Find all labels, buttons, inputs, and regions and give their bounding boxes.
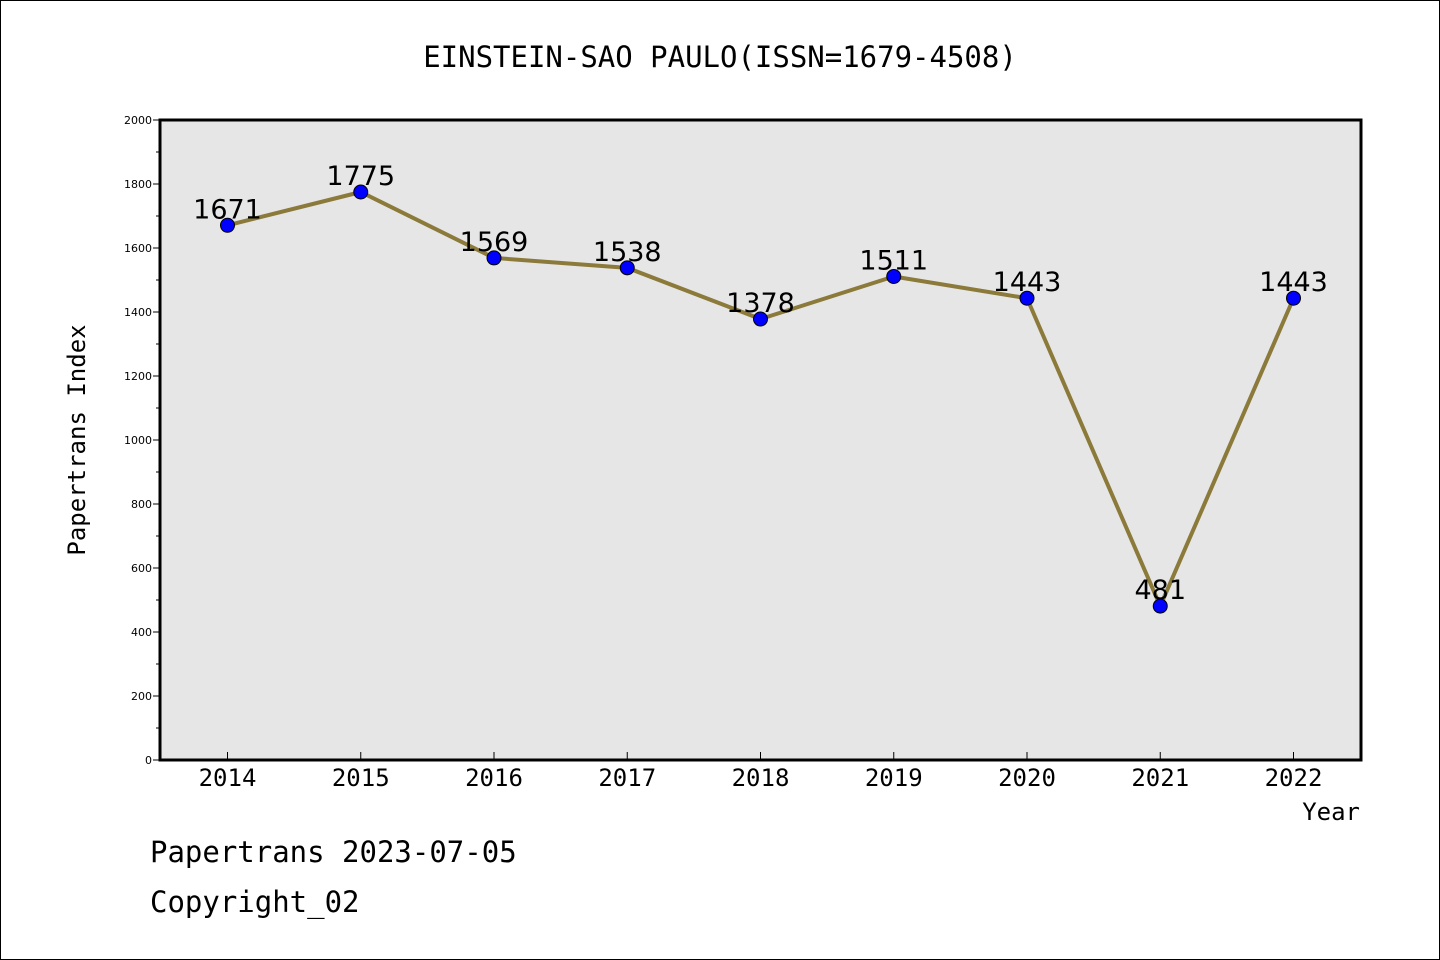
data-label: 1569 xyxy=(460,227,529,258)
data-point xyxy=(220,217,235,233)
y-tick-label: 1200 xyxy=(124,370,152,383)
y-tick-label: 1000 xyxy=(124,434,152,447)
data-point xyxy=(486,250,502,266)
footer-copyright: Copyright_02 xyxy=(150,885,360,919)
chart-title: EINSTEIN-SAO PAULO(ISSN=1679-4508) xyxy=(423,40,1017,74)
x-tick-label: 2015 xyxy=(332,764,390,792)
data-point xyxy=(619,260,635,276)
x-axis-label: Year xyxy=(1302,798,1360,826)
x-tick-label: 2021 xyxy=(1131,764,1189,792)
y-tick-label: 1600 xyxy=(124,242,152,255)
y-axis-label: Papertrans Index xyxy=(63,324,91,555)
data-label: 1511 xyxy=(859,245,928,276)
x-tick-label: 2016 xyxy=(465,764,523,792)
data-label: 1443 xyxy=(1259,267,1328,298)
data-point xyxy=(1019,290,1035,306)
data-point xyxy=(1286,290,1301,306)
data-label: 1775 xyxy=(326,161,395,192)
x-tick-label: 2020 xyxy=(998,764,1056,792)
x-tick-label: 2014 xyxy=(199,764,257,792)
y-tick-label: 600 xyxy=(131,562,152,575)
x-tick-label: 2019 xyxy=(865,764,923,792)
y-tick-label: 0 xyxy=(145,754,152,767)
y-axis: 0 200 400 600 800 1000 1200 1400 1600 1800 2000 xyxy=(124,114,160,767)
y-tick-label: 2000 xyxy=(124,114,152,127)
footer-date: Papertrans 2023-07-05 xyxy=(150,835,517,869)
x-axis: 2014 2015 2016 2017 2018 2019 2020 2021 2022 xyxy=(199,752,1323,792)
data-point xyxy=(753,311,768,327)
data-label: 1538 xyxy=(593,237,662,268)
x-tick-label: 2018 xyxy=(732,764,790,792)
y-tick-label: 800 xyxy=(131,498,152,511)
y-tick-label: 1400 xyxy=(124,306,152,319)
x-tick-label: 2017 xyxy=(598,764,656,792)
series-layer: 1671 1775 1569 1538 1378 1511 1443 481 1443 xyxy=(193,161,1328,614)
data-point xyxy=(886,268,902,284)
y-tick-label: 1800 xyxy=(124,178,152,191)
data-label: 481 xyxy=(1134,575,1186,606)
data-label: 1378 xyxy=(726,288,795,319)
data-point xyxy=(1152,598,1168,614)
y-tick-label: 200 xyxy=(131,690,152,703)
data-label: 1671 xyxy=(193,194,262,225)
x-tick-label: 2022 xyxy=(1265,764,1323,792)
data-label: 1443 xyxy=(993,267,1062,298)
data-point xyxy=(353,184,369,200)
plot-area xyxy=(158,118,1363,762)
y-tick-label: 400 xyxy=(131,626,152,639)
